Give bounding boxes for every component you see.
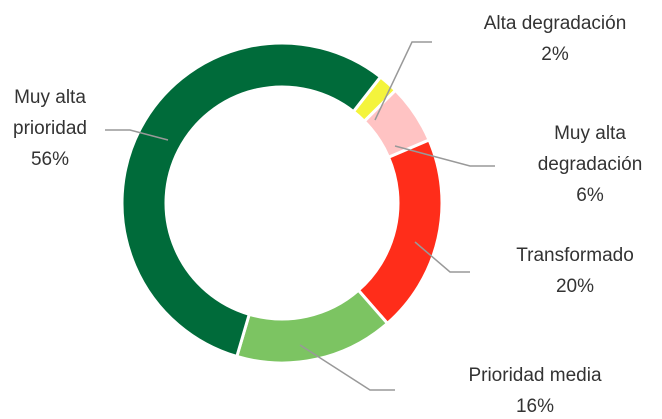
slice-name: Prioridad media [468,365,602,386]
slice-label: Muy alta prioridad 56% [0,82,100,175]
donut-segment [120,41,383,359]
leader-line [394,145,495,167]
slice-percent: 6% [576,185,604,206]
slice-name: Transformado [516,245,634,266]
slice-label: Muy alta degradación 6% [500,118,662,211]
slice-name: Muy alta degradación [537,123,643,175]
slice-percent: 56% [30,149,70,170]
slice-percent: 16% [515,396,555,417]
leader-line [374,41,432,121]
slice-label: Alta degradación 2% [470,8,640,70]
slice-label: Transformado 20% [490,240,660,302]
leader-line [299,344,395,391]
leader-line [414,241,470,273]
slice-percent: 2% [541,44,569,65]
slice-name: Alta degradación [483,13,627,34]
leader-line [105,129,169,141]
slice-percent: 20% [555,276,595,297]
slice-label: Prioridad media 16% [440,360,630,419]
slice-name: Muy alta prioridad [13,87,87,139]
donut-segment [356,137,444,326]
